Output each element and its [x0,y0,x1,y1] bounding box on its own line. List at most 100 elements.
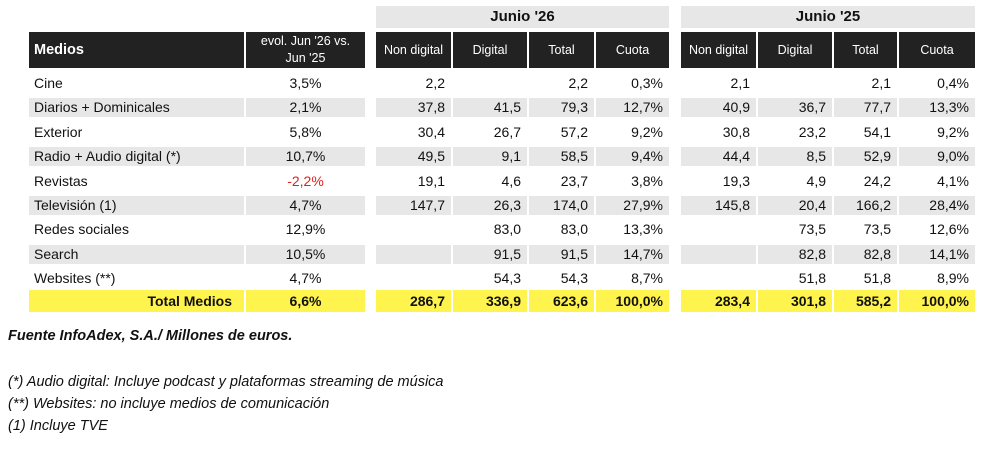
row-jun26-value: 27,9% [596,196,669,215]
row-jun26-value: 91,5 [529,245,594,264]
source-note: Fuente InfoAdex, S.A./ Millones de euros… [8,328,293,344]
total-label: Total Medios [29,290,244,312]
row-jun26-value: 41,5 [453,98,527,117]
total-jun25-value: 585,2 [834,290,897,312]
row-jun25-value: 145,8 [681,196,756,215]
row-jun26-value: 0,3% [631,75,663,91]
row-jun25-value: 8,5 [758,147,832,166]
row-jun25-value: 4,1% [937,173,969,189]
row-jun25-value: 52,9 [834,147,897,166]
row-jun26-value: 91,5 [453,245,527,264]
row-jun26-value: 19,1 [417,173,445,189]
row-jun26-value: 79,3 [529,98,594,117]
row-medio-label: Diarios + Dominicales [29,98,244,117]
header-col-2-jun25: Total [834,32,897,68]
group-header-junio-25: Junio '25 [681,6,975,28]
row-jun26-value: 4,6 [501,173,521,189]
row-medio-label: Search [29,245,244,264]
row-jun26-value: 9,2% [631,124,663,140]
header-col-2-jun26: Total [529,32,594,68]
total-jun26-value: 336,9 [453,290,527,312]
total-jun26-value: 623,6 [529,290,594,312]
row-jun25-value [758,74,832,93]
header-col-1-jun26: Digital [453,32,527,68]
row-jun25-value: 19,3 [722,173,750,189]
row-jun25-value: 20,4 [758,196,832,215]
row-jun26-value: 26,7 [493,124,521,140]
row-jun25-value: 166,2 [834,196,897,215]
row-jun26-value: 14,7% [596,245,669,264]
row-jun26-value: 9,4% [596,147,669,166]
row-jun26-value: 23,7 [560,173,588,189]
header-col-0-jun26: Non digital [376,32,451,68]
row-medio-label: Websites (**) [34,270,116,286]
row-jun25-value: 73,5 [863,221,891,237]
row-jun25-value: 82,8 [758,245,832,264]
header-evolution-line: evol. Jun '26 vs. [260,34,351,48]
row-jun25-value: 77,7 [834,98,897,117]
row-jun26-value [453,74,527,93]
row-jun26-value: 3,8% [631,173,663,189]
total-evolution: 6,6% [246,290,365,312]
row-jun26-value [376,220,451,239]
row-jun25-value [681,269,756,288]
footnote-websites: (**) Websites: no incluye medios de comu… [8,396,330,412]
row-evolution: 4,7% [246,196,365,215]
row-jun26-value: 9,1 [453,147,527,166]
row-jun25-value: 8,9% [937,270,969,286]
total-jun26-value: 100,0% [596,290,669,312]
row-evolution: -2,2% [287,173,324,189]
row-jun25-value: 82,8 [834,245,897,264]
row-jun25-value: 40,9 [681,98,756,117]
row-jun25-value: 28,4% [899,196,975,215]
row-evolution: 5,8% [289,124,322,140]
row-evolution: 4,7% [289,270,322,286]
row-jun26-value: 26,3 [453,196,527,215]
row-jun25-value: 73,5 [798,221,826,237]
row-jun25-value: 23,2 [798,124,826,140]
row-jun26-value: 83,0 [560,221,588,237]
row-jun26-value: 37,8 [376,98,451,117]
row-jun26-value: 49,5 [376,147,451,166]
row-jun26-value: 57,2 [560,124,588,140]
row-medio-label: Revistas [34,173,88,189]
row-medio-label: Cine [34,75,63,91]
row-medio-label: Televisión (1) [29,196,244,215]
header-col-3-jun26: Cuota [596,32,669,68]
header-col-1-jun25: Digital [758,32,832,68]
row-jun26-value: 12,7% [596,98,669,117]
row-jun26-value: 30,4 [417,124,445,140]
row-jun26-value: 13,3% [623,221,663,237]
row-jun26-value: 2,2 [568,75,588,91]
row-evolution: 12,9% [285,221,326,237]
row-jun25-value: 9,2% [937,124,969,140]
header-col-3-jun25: Cuota [899,32,975,68]
row-jun25-value: 44,4 [681,147,756,166]
total-jun25-value: 283,4 [681,290,756,312]
header-evolution: evol. Jun '26 vs. Jun '25 [246,32,365,68]
row-jun25-value [681,220,756,239]
row-jun26-value [376,245,451,264]
row-jun25-value: 2,1 [730,75,750,91]
row-jun26-value: 147,7 [376,196,451,215]
row-medio-label: Redes sociales [34,221,129,237]
total-jun25-value: 301,8 [758,290,832,312]
group-header-junio-26: Junio '26 [376,6,669,28]
row-medio-label: Exterior [34,124,83,140]
row-jun25-value: 12,6% [929,221,969,237]
row-evolution: 3,5% [289,75,322,91]
row-evolution: 2,1% [246,98,365,117]
row-jun26-value: 174,0 [529,196,594,215]
row-jun25-value [681,245,756,264]
row-jun25-value: 14,1% [899,245,975,264]
row-jun26-value: 83,0 [493,221,521,237]
row-jun26-value: 2,2 [425,75,445,91]
row-jun25-value: 36,7 [758,98,832,117]
footnote-television: (1) Incluye TVE [8,418,108,434]
total-jun26-value: 286,7 [376,290,451,312]
row-jun25-value: 51,8 [798,270,826,286]
header-medios: Medios [29,32,244,68]
row-jun25-value: 51,8 [863,270,891,286]
header-evolution-line: Jun '25 [285,51,326,65]
row-evolution: 10,5% [246,245,365,264]
